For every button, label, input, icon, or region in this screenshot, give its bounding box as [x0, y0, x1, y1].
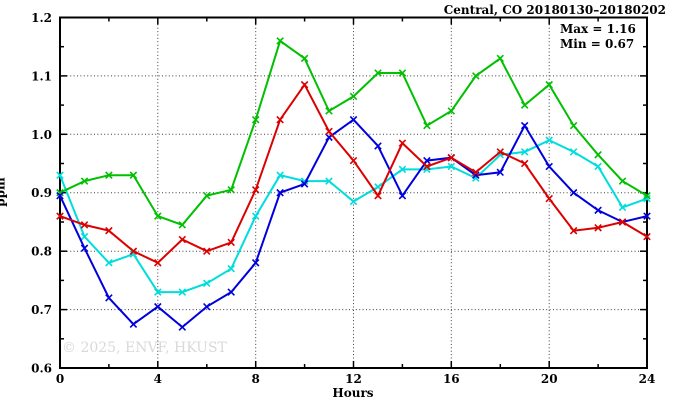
y-tick-label: 1.1 [31, 69, 52, 83]
y-tick-label: 0.6 [31, 362, 52, 376]
y-tick-label: 0.7 [31, 303, 52, 317]
max-value-label: Max = 1.16 [560, 22, 636, 36]
x-tick-label: 4 [154, 372, 162, 386]
watermark: © 2025, ENVF, HKUST [62, 340, 227, 356]
y-tick-label: 0.8 [31, 245, 52, 259]
x-tick-label: 16 [443, 372, 460, 386]
chart-title: Central, CO 20180130–20180202 [443, 3, 666, 17]
y-tick-label: 0.9 [31, 186, 52, 200]
y-tick-label: 1.2 [31, 11, 52, 25]
minmax-annotation: Max = 1.16 Min = 0.67 [560, 22, 636, 52]
x-tick-label: 20 [541, 372, 558, 386]
x-tick-label: 12 [345, 372, 362, 386]
x-tick-label: 8 [252, 372, 260, 386]
series-blue-markers [56, 115, 651, 331]
y-axis-label: ppm [0, 177, 8, 207]
series-cyan-markers [56, 136, 651, 296]
x-tick-label: 0 [56, 372, 64, 386]
x-axis-label: Hours [332, 386, 374, 400]
series-red-markers [56, 80, 651, 267]
series-green-markers [56, 37, 651, 229]
x-tick-label: 24 [639, 372, 656, 386]
min-value-label: Min = 0.67 [560, 37, 635, 51]
y-tick-label: 1.0 [31, 128, 52, 142]
plot-border [59, 16, 648, 369]
